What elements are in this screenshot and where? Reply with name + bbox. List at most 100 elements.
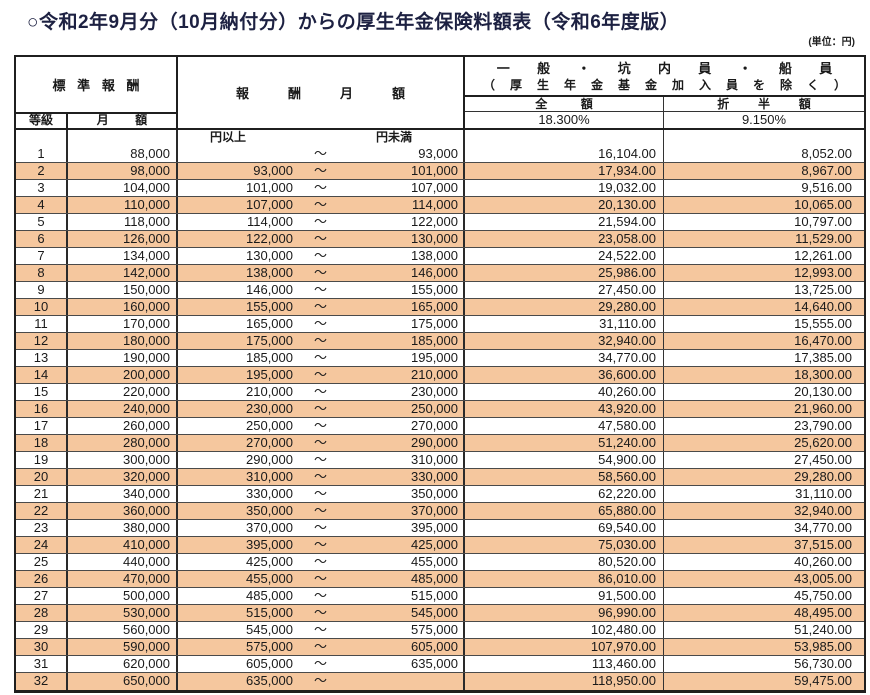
remuneration-range-cell: 425,000 ～ 455,000 [178, 554, 465, 570]
remuneration-range-cell: 155,000 ～ 165,000 [178, 299, 465, 315]
table-row: 4 110,000 107,000 ～ 114,000 20,130.00 10… [16, 197, 864, 214]
range-lower-value: 122,000 [246, 231, 293, 246]
full-amount-cell: 51,240.00 [465, 435, 664, 451]
range-lower-value: 575,000 [246, 639, 293, 654]
full-amount-cell: 23,058.00 [465, 231, 664, 247]
full-amount-cell: 31,110.00 [465, 316, 664, 332]
header-remuneration-monthly: 報酬月額 [235, 86, 444, 101]
range-upper-value: 93,000 [418, 146, 458, 161]
range-lower-value: 138,000 [246, 265, 293, 280]
header-category-block: 一般・坑内員・船員 （厚生年金基金加入員を除く） 全額 折半額 18.300% … [465, 57, 864, 128]
grade-cell: 27 [16, 588, 68, 604]
table-row: 31 620,000 605,000 ～ 635,000 113,460.00 … [16, 656, 864, 673]
monthly-amount-cell: 470,000 [68, 571, 178, 587]
range-tilde: ～ [313, 316, 327, 331]
range-tilde: ～ [313, 214, 327, 229]
range-lower-value: 455,000 [246, 571, 293, 586]
table-header: 標準報酬 等級 月額 報酬月額 一般・坑内員・船員 （厚生年金基金加入員を除く）… [16, 57, 864, 130]
range-lower-value: 210,000 [246, 384, 293, 399]
range-unit-label-row: 円以上 円未満 [16, 130, 864, 146]
monthly-amount-cell: 220,000 [68, 384, 178, 400]
range-upper-value: 185,000 [411, 333, 458, 348]
grade-cell: 13 [16, 350, 68, 366]
range-upper-value: 146,000 [411, 265, 458, 280]
monthly-amount-cell: 88,000 [68, 146, 178, 162]
range-tilde: ～ [313, 197, 327, 212]
remuneration-range-cell: 515,000 ～ 545,000 [178, 605, 465, 621]
grade-cell: 2 [16, 163, 68, 179]
grade-cell: 18 [16, 435, 68, 451]
range-lower-value: 195,000 [246, 367, 293, 382]
range-tilde: ～ [313, 656, 327, 671]
remuneration-range-cell: 330,000 ～ 350,000 [178, 486, 465, 502]
remuneration-range-cell: 545,000 ～ 575,000 [178, 622, 465, 638]
table-row: 15 220,000 210,000 ～ 230,000 40,260.00 2… [16, 384, 864, 401]
half-amount-cell: 8,052.00 [801, 146, 852, 161]
grade-cell: 29 [16, 622, 68, 638]
range-upper-value: 175,000 [411, 316, 458, 331]
half-amount-cell: 40,260.00 [794, 554, 852, 569]
full-amount-cell: 36,600.00 [465, 367, 664, 383]
range-upper-value: 130,000 [411, 231, 458, 246]
table-row: 7 134,000 130,000 ～ 138,000 24,522.00 12… [16, 248, 864, 265]
half-amount-cell: 12,261.00 [794, 248, 852, 263]
table-row: 5 118,000 114,000 ～ 122,000 21,594.00 10… [16, 214, 864, 231]
monthly-amount-cell: 190,000 [68, 350, 178, 366]
full-amount-cell: 40,260.00 [465, 384, 664, 400]
range-upper-value: 545,000 [411, 605, 458, 620]
range-tilde: ～ [313, 299, 327, 314]
range-tilde: ～ [313, 350, 327, 365]
monthly-amount-cell: 110,000 [68, 197, 178, 213]
range-tilde: ～ [313, 588, 327, 603]
monthly-amount-cell: 590,000 [68, 639, 178, 655]
range-tilde: ～ [313, 418, 327, 433]
monthly-amount-cell: 500,000 [68, 588, 178, 604]
half-amount-cell: 18,300.00 [794, 367, 852, 382]
monthly-amount-cell: 260,000 [68, 418, 178, 434]
range-lower-value: 605,000 [246, 656, 293, 671]
grade-cell: 30 [16, 639, 68, 655]
full-amount-cell: 24,522.00 [465, 248, 664, 264]
grade-cell: 8 [16, 265, 68, 281]
range-upper-value: 290,000 [411, 435, 458, 450]
half-amount-cell: 10,797.00 [794, 214, 852, 229]
half-amount-cell: 12,993.00 [794, 265, 852, 280]
table-row: 32 650,000 635,000 ～ 118,950.00 59,475.0… [16, 673, 864, 690]
range-upper-value: 250,000 [411, 401, 458, 416]
header-grade: 等級 [16, 114, 68, 128]
table-row: 2 98,000 93,000 ～ 101,000 17,934.00 8,96… [16, 163, 864, 180]
grade-cell: 5 [16, 214, 68, 230]
range-tilde: ～ [313, 571, 327, 586]
range-lower-value: 545,000 [246, 622, 293, 637]
grade-cell: 19 [16, 452, 68, 468]
range-tilde: ～ [313, 503, 327, 518]
premium-table: 標準報酬 等級 月額 報酬月額 一般・坑内員・船員 （厚生年金基金加入員を除く）… [14, 55, 866, 693]
grade-cell: 10 [16, 299, 68, 315]
full-amount-cell: 54,900.00 [465, 452, 664, 468]
remuneration-range-cell: 114,000 ～ 122,000 [178, 214, 465, 230]
header-standard-remuneration: 標準報酬 [16, 57, 176, 114]
range-tilde: ～ [313, 265, 327, 280]
table-row: 11 170,000 165,000 ～ 175,000 31,110.00 1… [16, 316, 864, 333]
range-lower-value: 395,000 [246, 537, 293, 552]
range-lower-value: 290,000 [246, 452, 293, 467]
remuneration-range-cell: 230,000 ～ 250,000 [178, 401, 465, 417]
remuneration-range-cell: 93,000 ～ 101,000 [178, 163, 465, 179]
half-amount-cell: 15,555.00 [794, 316, 852, 331]
remuneration-range-cell: 290,000 ～ 310,000 [178, 452, 465, 468]
grade-cell: 1 [16, 146, 68, 162]
table-row: 26 470,000 455,000 ～ 485,000 86,010.00 4… [16, 571, 864, 588]
grade-cell: 6 [16, 231, 68, 247]
full-amount-cell: 29,280.00 [465, 299, 664, 315]
full-amount-cell: 34,770.00 [465, 350, 664, 366]
range-upper-value: 155,000 [411, 282, 458, 297]
header-remuneration-monthly-block: 報酬月額 [178, 57, 465, 128]
range-lower-value: 270,000 [246, 435, 293, 450]
full-amount-cell: 113,460.00 [465, 656, 664, 672]
monthly-amount-cell: 650,000 [68, 673, 178, 690]
grade-cell: 15 [16, 384, 68, 400]
full-amount-cell: 91,500.00 [465, 588, 664, 604]
monthly-amount-cell: 440,000 [68, 554, 178, 570]
remuneration-range-cell: 195,000 ～ 210,000 [178, 367, 465, 383]
range-lower-value: 330,000 [246, 486, 293, 501]
